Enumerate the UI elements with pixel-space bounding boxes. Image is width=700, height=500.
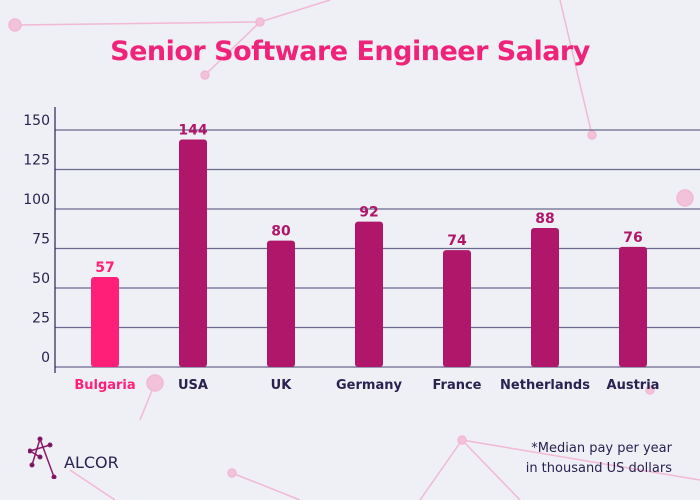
data-label: 57 [95,260,114,276]
y-tick-label: 125 [23,153,50,169]
footnote-line-2: in thousand US dollars [525,461,672,476]
bar-uk [267,240,295,367]
bar-germany [355,221,383,367]
footnote-line-1: *Median pay per year [531,441,672,456]
y-tick-label: 0 [41,350,50,366]
x-tick-label: Austria [607,378,660,393]
alcor-logo: ALCOR [28,435,119,479]
x-tick-label: USA [178,378,208,393]
alcor-logo-icon [28,436,57,479]
chart-title: Senior Software Engineer Salary [110,36,590,67]
y-tick-label: 75 [32,232,50,248]
data-label: 76 [623,230,642,246]
data-label: 88 [535,211,554,227]
y-tick-label: 100 [23,192,50,208]
data-label: 74 [447,233,467,249]
bar-austria [619,246,647,367]
data-label: 80 [271,224,291,240]
brand-name: ALCOR [64,452,119,472]
bar-netherlands [531,227,559,367]
x-tick-label: Germany [336,378,402,393]
bar-usa [179,139,207,367]
data-label: 144 [178,122,207,138]
x-tick-label: UK [271,378,293,393]
x-tick-label: France [432,378,481,393]
x-tick-label: Netherlands [500,378,590,393]
bar-bulgaria [91,276,119,367]
y-tick-label: 25 [32,311,50,327]
bar-france [443,250,471,367]
footnote: *Median pay per year in thousand US doll… [526,439,672,479]
data-label: 92 [359,205,378,221]
y-tick-label: 150 [23,113,50,129]
x-tick-label: Bulgaria [74,378,135,393]
y-tick-label: 50 [32,271,50,287]
